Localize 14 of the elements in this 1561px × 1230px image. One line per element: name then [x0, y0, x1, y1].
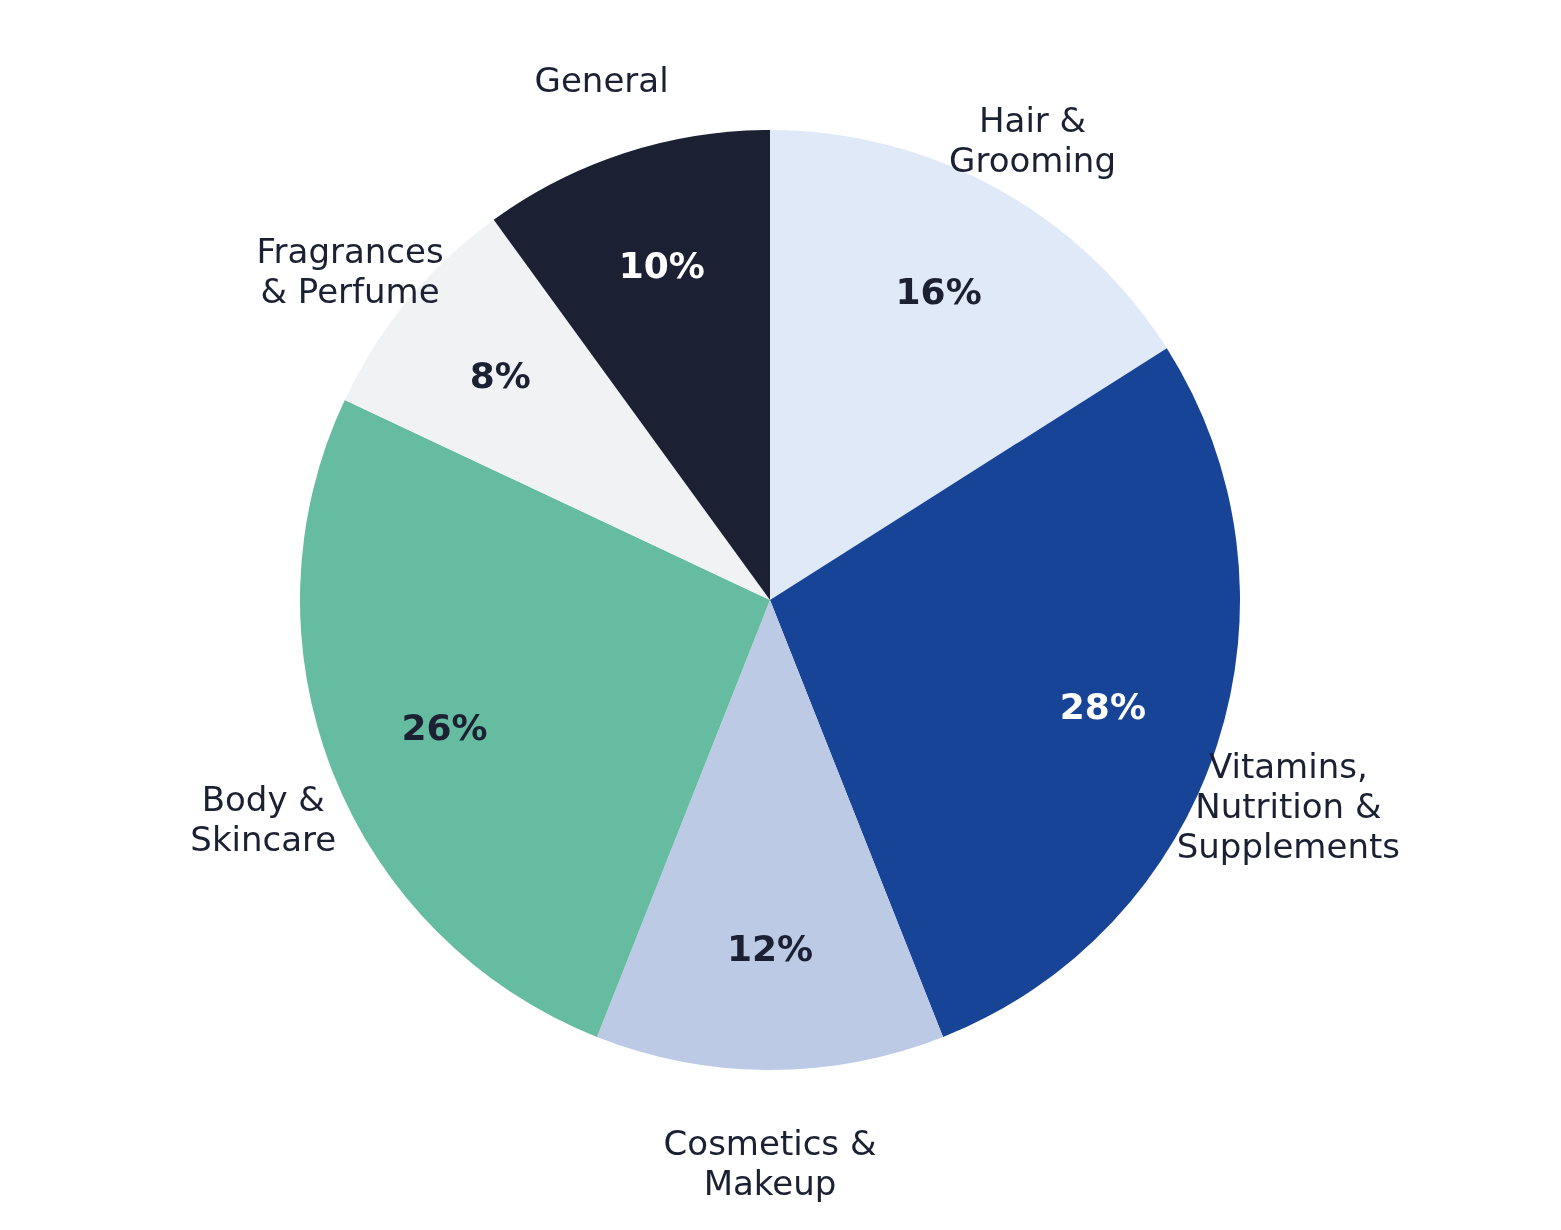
data-label: 8% — [469, 354, 531, 396]
data-label: 12% — [726, 928, 814, 969]
slice-label: Fragrances & Perfume — [256, 230, 444, 311]
pie-slice — [596, 600, 944, 1070]
data-label: 28% — [1059, 686, 1146, 728]
data-label: 16% — [895, 271, 982, 313]
data-label: 10% — [618, 245, 705, 287]
data-label: 26% — [401, 706, 488, 748]
slice-label: Cosmetics & Makeup — [663, 1123, 877, 1203]
slice-label: Hair & Grooming — [949, 100, 1116, 181]
slice-label: General — [534, 59, 669, 100]
pie-slice — [770, 130, 1167, 600]
slice-label: Vitamins, Nutrition & Supplements — [1176, 746, 1400, 867]
slice-label: Body & Skincare — [190, 778, 337, 859]
